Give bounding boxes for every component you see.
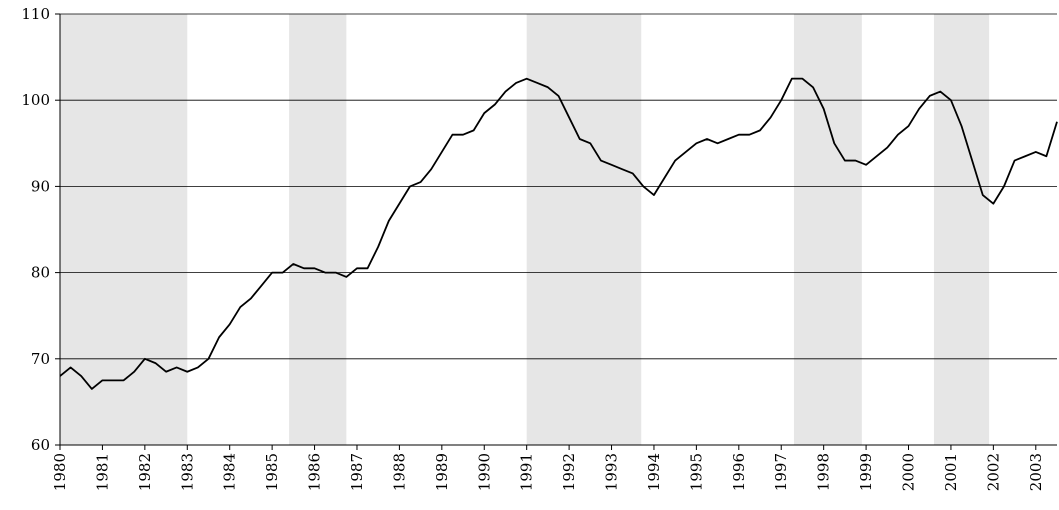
x-tick-label: 1991 (518, 453, 536, 491)
x-tick-label: 2003 (1027, 453, 1045, 491)
shaded-span (793, 14, 862, 445)
x-tick-label: 1988 (390, 453, 408, 491)
x-tick-label: 1999 (857, 453, 875, 491)
y-tick-label: 110 (21, 5, 50, 23)
x-tick-label: 1980 (51, 453, 69, 491)
x-tick-label: 1993 (603, 453, 621, 491)
x-tick-label: 1996 (730, 453, 748, 491)
x-tick-label: 1982 (136, 453, 154, 491)
x-tick-label: 1986 (306, 453, 324, 491)
x-tick-label: 1990 (475, 453, 493, 491)
y-tick-label: 60 (31, 436, 50, 454)
x-tick-label: 1987 (348, 453, 366, 491)
x-tick-label: 1981 (93, 453, 111, 491)
shaded-span (289, 14, 347, 445)
y-tick-label: 80 (31, 264, 50, 282)
x-tick-label: 2000 (900, 453, 918, 491)
x-tick-label: 1995 (687, 453, 705, 491)
y-tick-label: 100 (21, 91, 50, 109)
x-tick-label: 1989 (433, 453, 451, 491)
x-tick-label: 1992 (560, 453, 578, 491)
x-tick-label: 1984 (221, 453, 239, 491)
data-line (59, 77, 1058, 390)
x-tick-label: 1994 (645, 453, 663, 491)
x-tick-label: 1985 (263, 453, 281, 491)
x-tick-label: 1983 (178, 453, 196, 491)
x-tick-label: 1997 (772, 453, 790, 491)
shaded-span (526, 14, 642, 445)
x-tick-label: 1998 (815, 453, 833, 491)
x-tick-label: 2002 (984, 453, 1002, 491)
x-tick-label: 2001 (942, 453, 960, 491)
y-tick-label: 70 (31, 350, 50, 368)
shaded-span (60, 14, 188, 445)
y-tick-label: 90 (31, 177, 50, 195)
shaded-span (933, 14, 990, 445)
